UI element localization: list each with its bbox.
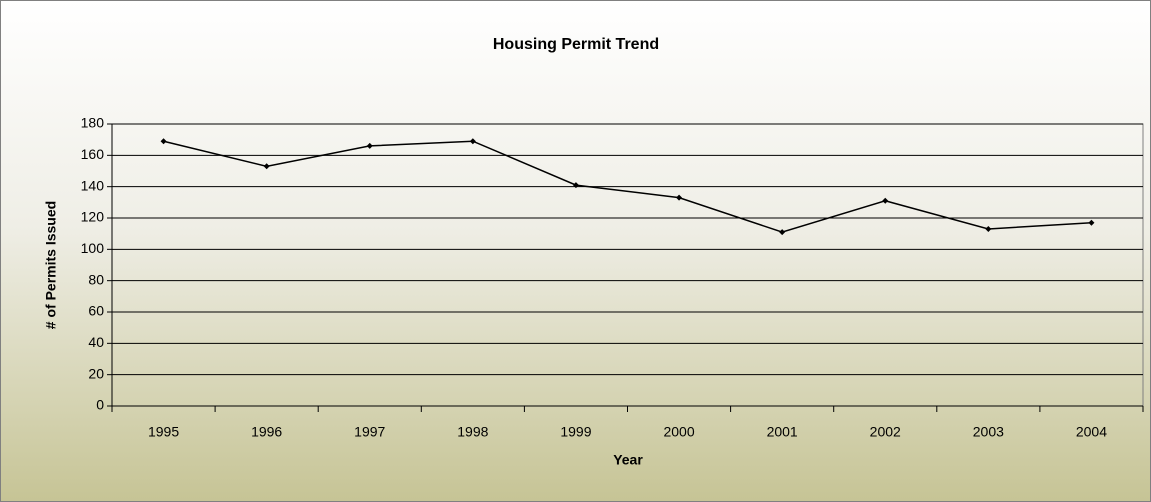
x-tick-label: 1998 (457, 424, 488, 440)
y-tick-label: 180 (81, 115, 105, 131)
x-tick-label: 1996 (251, 424, 282, 440)
data-line (163, 140, 1092, 233)
x-tick-label: 2004 (1076, 424, 1107, 440)
x-tick-label: 1999 (560, 424, 591, 440)
x-tick-label: 2001 (767, 424, 798, 440)
x-tick-label: 2003 (973, 424, 1004, 440)
data-point (469, 138, 476, 145)
y-axis-label: # of Permits Issued (43, 201, 59, 329)
data-point (263, 163, 270, 170)
x-tick-label: 2002 (870, 424, 901, 440)
y-tick-label: 140 (81, 177, 105, 193)
x-tick-label: 1995 (148, 424, 179, 440)
x-tick-label: 2000 (663, 424, 694, 440)
data-point (882, 197, 889, 204)
chart-title: Housing Permit Trend (493, 36, 659, 53)
y-tick-label: 160 (81, 146, 105, 162)
y-tick-label: 40 (88, 334, 104, 350)
y-tick-label: 80 (88, 271, 104, 287)
y-tick-label: 0 (96, 397, 104, 413)
y-tick-label: 20 (88, 365, 104, 381)
y-tick-label: 120 (81, 209, 105, 225)
data-point (572, 182, 579, 189)
data-point (676, 194, 683, 201)
data-point (160, 138, 167, 145)
data-point (985, 225, 992, 232)
x-axis-label: Year (613, 452, 643, 468)
y-tick-label: 100 (81, 240, 105, 256)
data-point (1088, 219, 1095, 226)
x-tick-label: 1997 (354, 424, 385, 440)
data-point (366, 142, 373, 149)
data-point (779, 229, 786, 236)
y-tick-label: 60 (88, 303, 104, 319)
